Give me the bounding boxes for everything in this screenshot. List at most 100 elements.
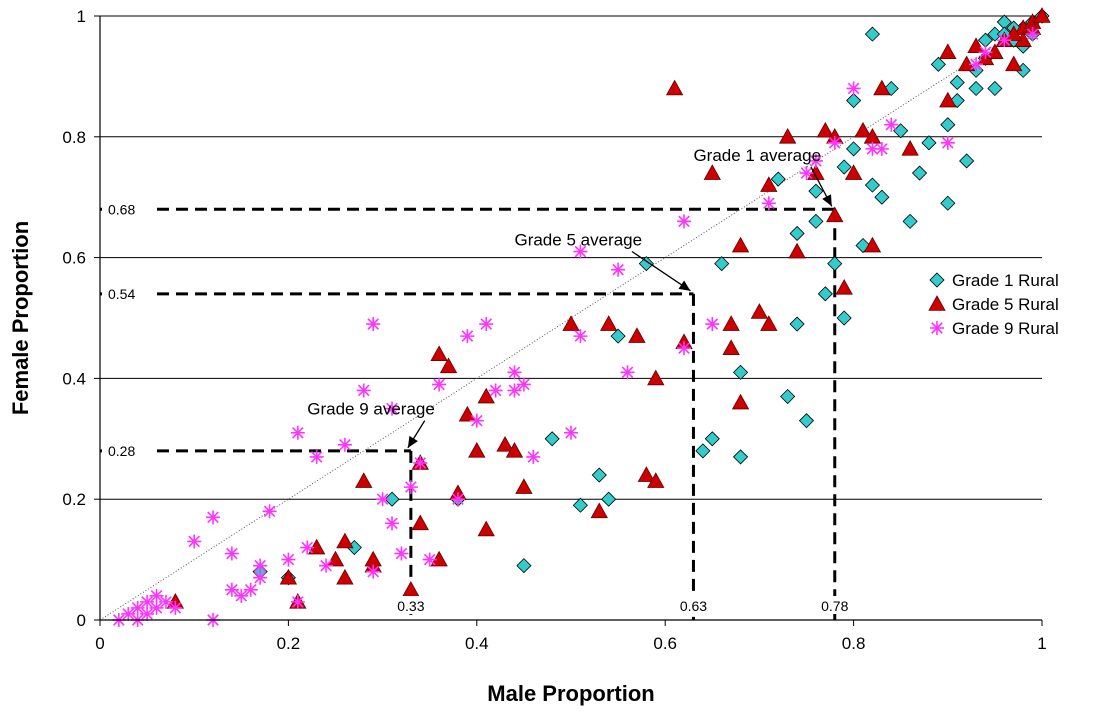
data-point bbox=[366, 317, 381, 332]
grade-9-average-x-value-box bbox=[387, 596, 434, 614]
data-point bbox=[967, 37, 985, 53]
grade-9-average-label: Grade 9 average bbox=[307, 400, 435, 419]
data-point bbox=[384, 491, 400, 507]
data-point bbox=[637, 466, 656, 482]
data-point bbox=[507, 383, 522, 398]
y-tick-label: 0.8 bbox=[62, 128, 86, 147]
data-point bbox=[281, 552, 296, 567]
data-point bbox=[704, 431, 720, 447]
data-point bbox=[732, 449, 749, 465]
data-point bbox=[969, 57, 984, 72]
legend-marker bbox=[930, 321, 944, 335]
data-point bbox=[705, 317, 720, 332]
data-point bbox=[337, 437, 352, 452]
data-point bbox=[366, 564, 381, 579]
data-point bbox=[731, 393, 750, 410]
data-point bbox=[902, 213, 918, 229]
data-point bbox=[460, 329, 475, 344]
x-tick-label: 1 bbox=[1037, 634, 1046, 653]
data-point bbox=[385, 401, 400, 416]
legend-label: Grade 9 Rural bbox=[952, 319, 1059, 338]
data-point bbox=[760, 315, 778, 331]
data-point bbox=[564, 425, 578, 440]
data-point bbox=[901, 140, 919, 156]
data-point bbox=[432, 377, 447, 392]
data-point bbox=[253, 570, 268, 585]
data-point bbox=[846, 141, 862, 157]
legend-item-0: Grade 1 Rural bbox=[929, 271, 1059, 290]
data-point bbox=[262, 504, 277, 519]
data-point bbox=[515, 478, 533, 494]
data-point bbox=[647, 472, 665, 488]
x-tick-label: 0.6 bbox=[653, 634, 677, 653]
data-point bbox=[168, 600, 183, 615]
grade-5-average-y-value-box bbox=[102, 284, 150, 303]
data-point bbox=[477, 387, 495, 404]
data-point bbox=[610, 328, 626, 344]
data-point bbox=[628, 327, 646, 343]
series-1 bbox=[166, 7, 1051, 609]
data-point bbox=[326, 550, 345, 567]
data-point bbox=[808, 153, 823, 168]
data-point bbox=[816, 121, 835, 138]
legend-marker bbox=[929, 272, 945, 288]
legend-item-1: Grade 5 Rural bbox=[928, 295, 1059, 314]
y-axis-title: Female Proportion bbox=[8, 221, 33, 415]
data-point bbox=[835, 278, 853, 295]
data-point bbox=[402, 580, 420, 597]
data-point bbox=[638, 256, 654, 272]
data-point bbox=[469, 413, 484, 428]
data-point bbox=[826, 206, 844, 223]
equality-diagonal-line bbox=[99, 15, 1043, 621]
data-points bbox=[111, 7, 1051, 627]
series-0 bbox=[252, 8, 1050, 586]
data-point bbox=[722, 315, 740, 331]
data-point bbox=[987, 80, 1003, 97]
data-point bbox=[505, 442, 524, 458]
y-tick-label: 0.4 bbox=[62, 369, 86, 388]
data-point bbox=[544, 431, 560, 447]
data-point bbox=[394, 546, 409, 561]
data-point bbox=[864, 177, 881, 193]
data-point bbox=[526, 449, 541, 464]
data-point bbox=[356, 383, 371, 398]
data-point bbox=[911, 165, 928, 181]
data-point bbox=[477, 520, 495, 537]
legend: Grade 1 Rural Grade 5 Rural Grade 9 Rural bbox=[928, 271, 1059, 338]
data-point bbox=[1005, 25, 1023, 41]
data-point bbox=[253, 558, 268, 573]
grade-5-average-y-value-label: 0.54 bbox=[108, 286, 135, 302]
axes bbox=[99, 16, 1042, 621]
data-point bbox=[439, 357, 458, 374]
data-point bbox=[930, 56, 946, 72]
grade-5-average-x-value-box bbox=[670, 596, 717, 614]
legend-item-2: Grade 9 Rural bbox=[930, 319, 1059, 338]
data-point bbox=[865, 141, 880, 156]
data-point bbox=[940, 135, 955, 150]
data-point bbox=[224, 582, 239, 597]
data-point bbox=[234, 588, 249, 603]
data-point bbox=[1033, 7, 1051, 23]
grade-5-average-arrow-line bbox=[631, 250, 691, 292]
data-point bbox=[385, 516, 400, 531]
data-point bbox=[422, 552, 437, 567]
data-point bbox=[300, 540, 315, 555]
data-point bbox=[290, 594, 305, 609]
data-point bbox=[863, 236, 882, 253]
data-point bbox=[836, 310, 852, 326]
data-point bbox=[516, 377, 531, 392]
data-point bbox=[336, 568, 354, 585]
data-point bbox=[817, 286, 833, 302]
data-point bbox=[572, 497, 588, 513]
data-point bbox=[591, 467, 607, 483]
data-point bbox=[507, 365, 522, 380]
grade-5-average-label: Grade 5 average bbox=[514, 231, 642, 250]
x-tick-label: 0.2 bbox=[277, 634, 301, 653]
data-point bbox=[893, 123, 909, 139]
data-point bbox=[130, 600, 145, 615]
grade-1-average-y-value-label: 0.68 bbox=[108, 201, 135, 217]
data-point bbox=[620, 365, 635, 380]
data-point bbox=[307, 538, 326, 555]
data-point bbox=[940, 195, 956, 211]
